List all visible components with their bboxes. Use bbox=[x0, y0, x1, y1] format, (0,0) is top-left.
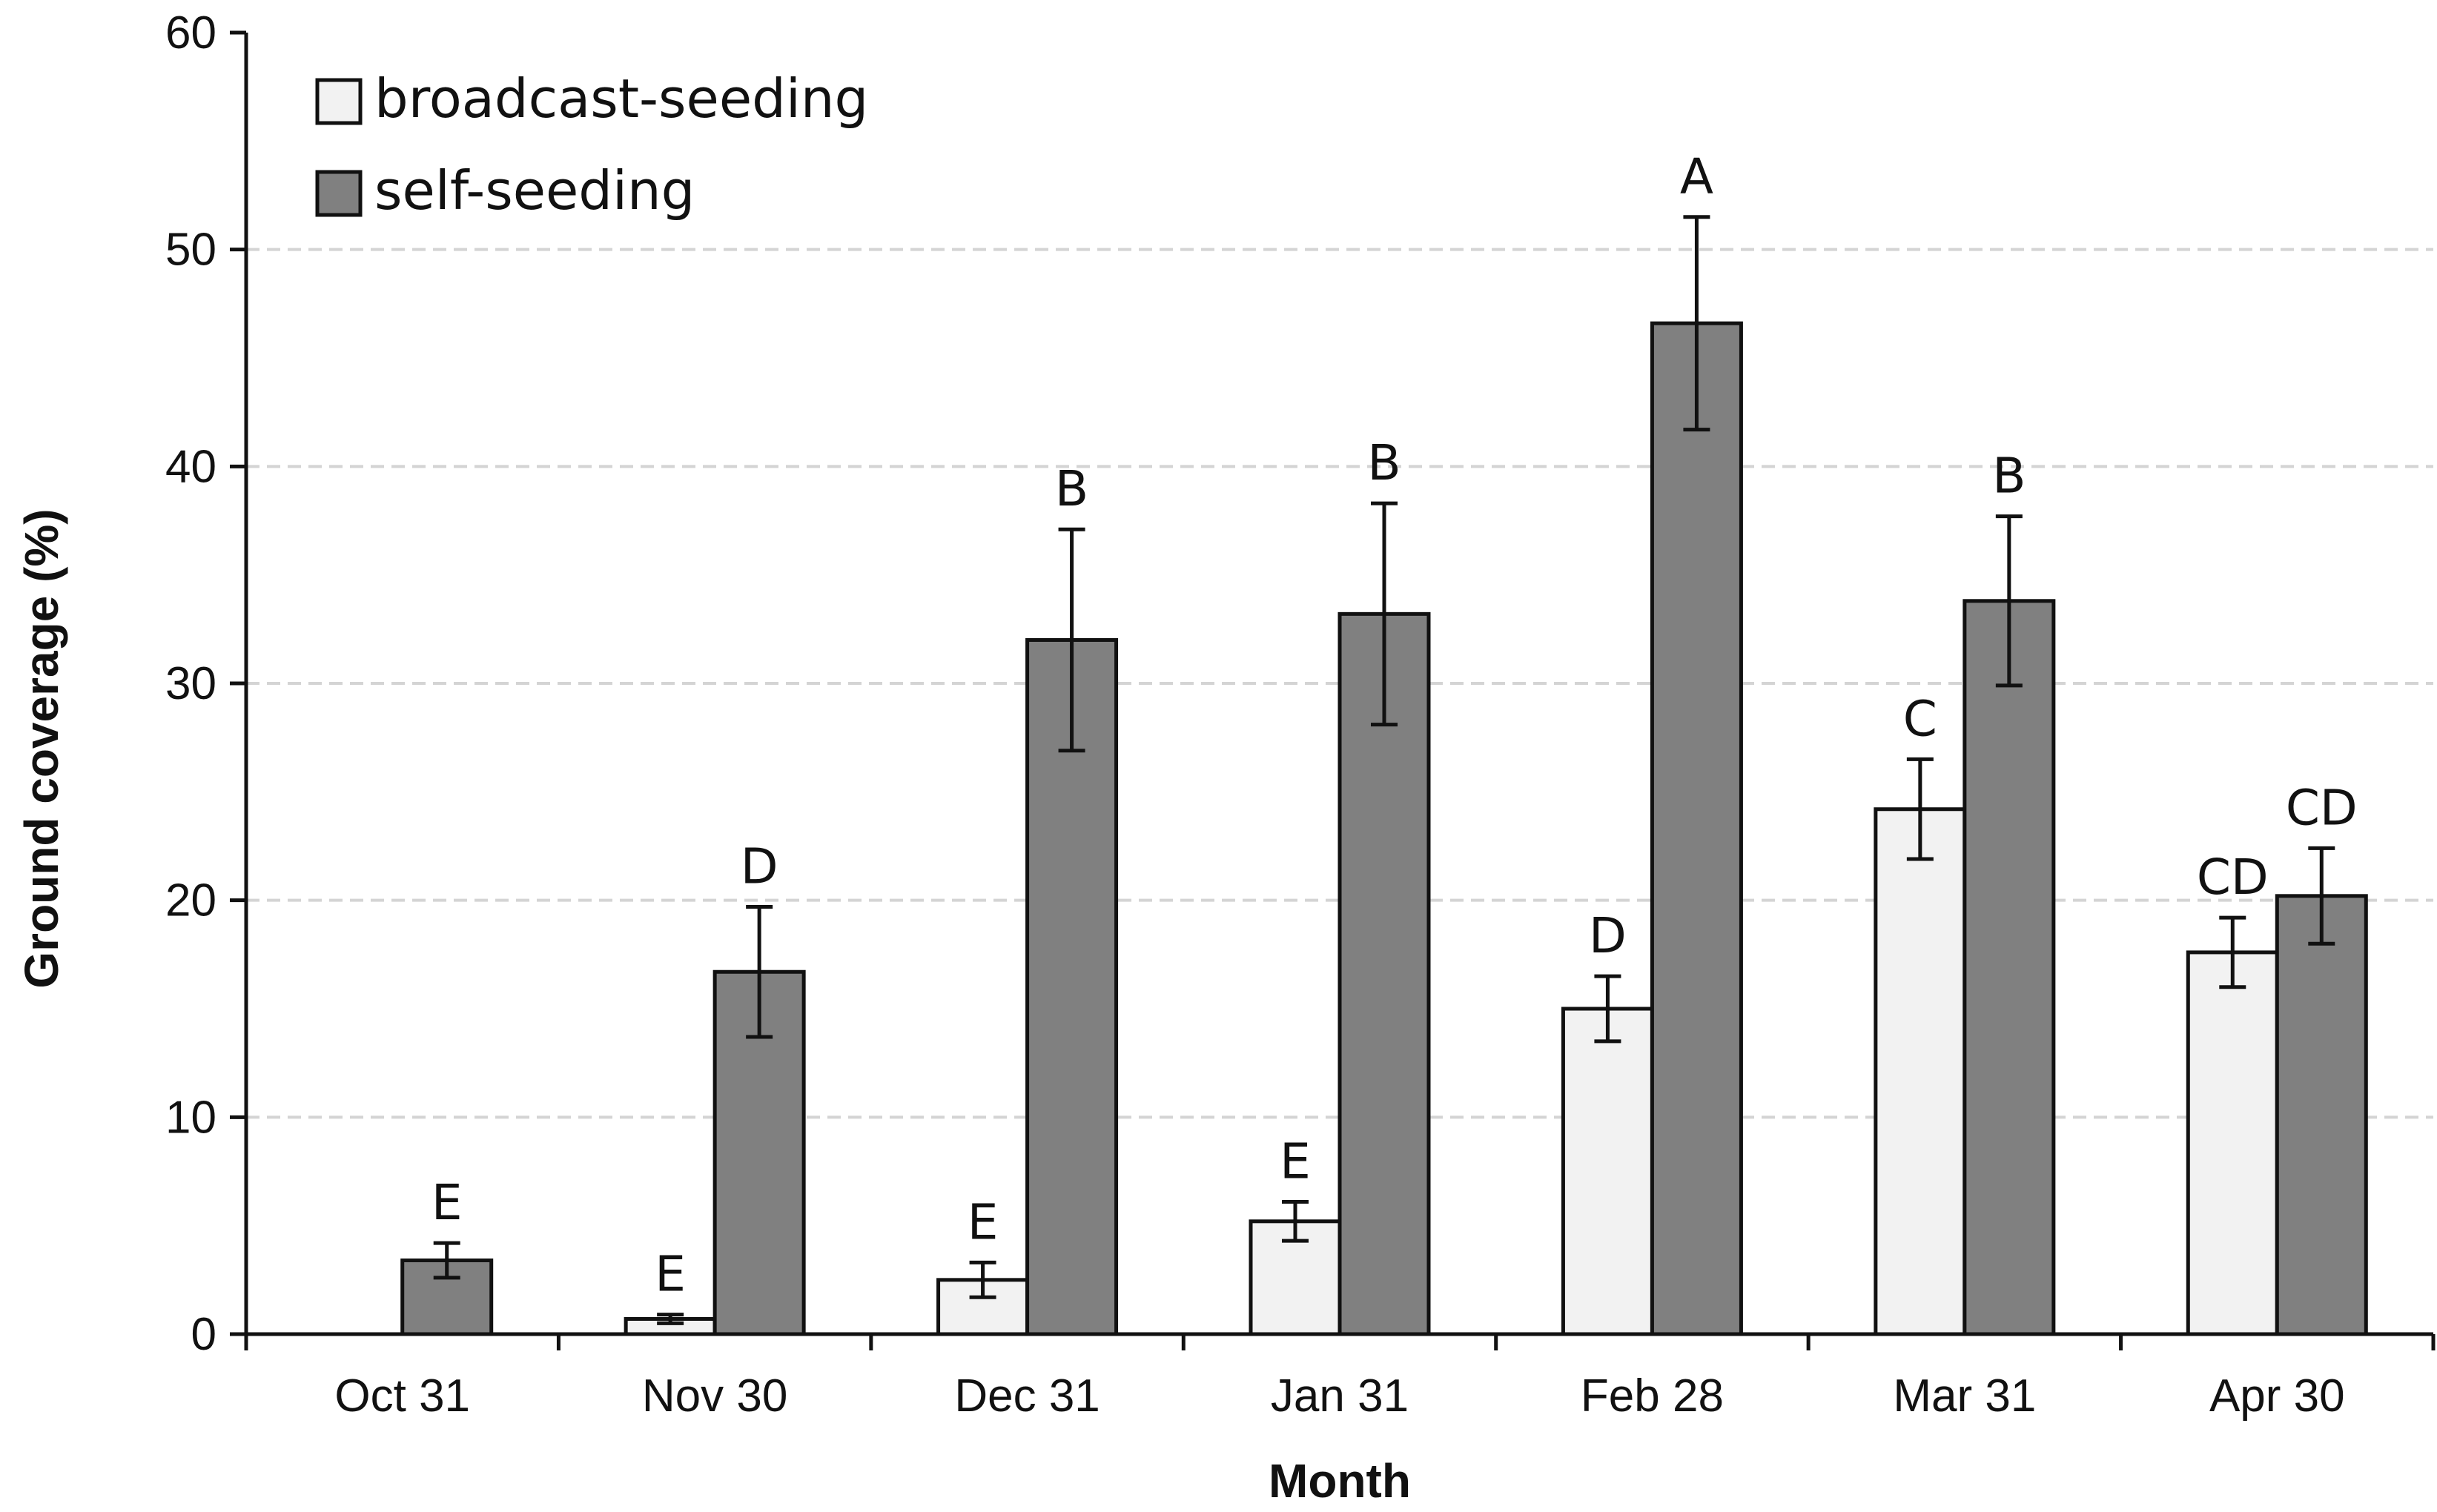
bar-broadcast-seeding bbox=[1874, 807, 1967, 1336]
x-tick-label: Jan 31 bbox=[1271, 1370, 1409, 1422]
error-bars bbox=[433, 215, 2335, 1325]
legend-label: self-seeding bbox=[374, 159, 695, 222]
y-tick-label: 10 bbox=[165, 1092, 216, 1143]
x-tick-label: Mar 31 bbox=[1893, 1370, 2036, 1422]
significance-label: CD bbox=[2286, 779, 2358, 836]
bar-self-seeding bbox=[1650, 321, 1743, 1336]
bar-self-seeding bbox=[1337, 611, 1431, 1336]
significance-label: D bbox=[1589, 907, 1627, 964]
significance-label: E bbox=[655, 1246, 686, 1303]
significance-label: E bbox=[1280, 1133, 1311, 1190]
legend-swatch bbox=[315, 170, 363, 217]
significance-label: E bbox=[431, 1174, 463, 1231]
significance-label: CD bbox=[2197, 849, 2269, 906]
significance-label: B bbox=[1367, 434, 1401, 491]
legend: broadcast-seeding self-seeding bbox=[315, 67, 868, 222]
axes: 0 10 20 30 40 50 60 Oct 31 Nov 30 Dec 31 Jan 31 Feb… bbox=[165, 7, 2436, 1422]
x-tick-label: Dec 31 bbox=[954, 1370, 1100, 1422]
gridlines bbox=[246, 248, 2433, 1119]
legend-swatch bbox=[315, 78, 363, 125]
significance-label: D bbox=[741, 838, 778, 895]
bar-broadcast-seeding bbox=[2186, 950, 2279, 1336]
x-tick-label: Feb 28 bbox=[1581, 1370, 1724, 1422]
bar-self-seeding bbox=[2275, 894, 2368, 1336]
y-tick-label: 30 bbox=[165, 658, 216, 709]
significance-label: B bbox=[1055, 460, 1088, 517]
bar-broadcast-seeding bbox=[1561, 1007, 1654, 1336]
y-tick-label: 60 bbox=[165, 7, 216, 59]
significance-labels: E E E D C CD E D B B A B CD bbox=[431, 148, 2358, 1303]
significance-label: B bbox=[1992, 448, 2026, 505]
bars bbox=[400, 321, 2368, 1336]
y-tick-label: 50 bbox=[165, 225, 216, 276]
bar-self-seeding bbox=[1963, 599, 2056, 1336]
legend-label: broadcast-seeding bbox=[374, 67, 868, 130]
significance-label: C bbox=[1903, 690, 1937, 747]
y-tick-label: 0 bbox=[191, 1309, 216, 1360]
x-tick-label: Apr 30 bbox=[2209, 1370, 2345, 1422]
x-tick-label: Oct 31 bbox=[334, 1370, 470, 1422]
y-axis-title: Ground coverage (%) bbox=[15, 508, 68, 988]
significance-label: E bbox=[968, 1193, 999, 1250]
x-axis-title: Month bbox=[1269, 1454, 1411, 1508]
y-tick-label: 20 bbox=[165, 875, 216, 926]
significance-label: A bbox=[1680, 148, 1713, 205]
x-tick-label: Nov 30 bbox=[642, 1370, 787, 1422]
y-tick-label: 40 bbox=[165, 441, 216, 492]
